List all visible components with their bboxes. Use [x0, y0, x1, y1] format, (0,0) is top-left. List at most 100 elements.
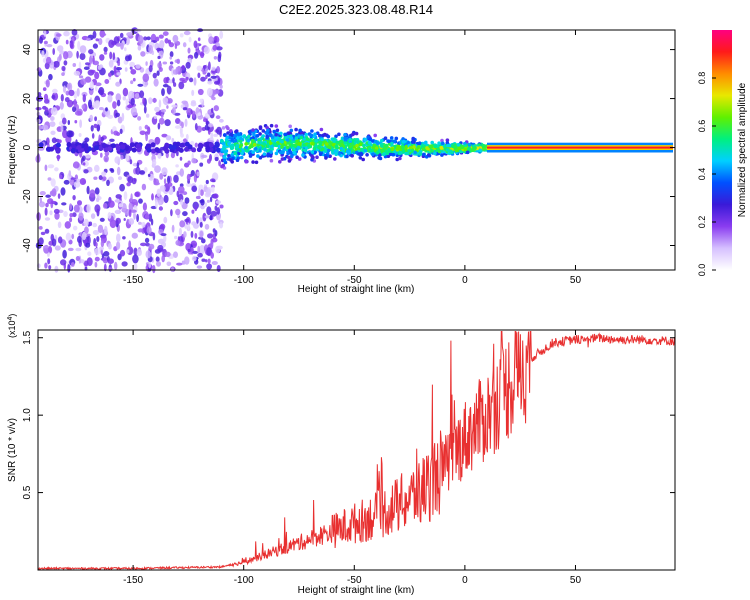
spectrogram-cell [81, 231, 87, 241]
spectrogram-cell [292, 143, 297, 148]
figure-title: C2E2.2025.323.08.48.R14 [279, 2, 433, 17]
spectrogram-cell [130, 97, 135, 106]
snr-y-tick-label: 1.0 [22, 408, 33, 422]
spectrogram-cell [116, 233, 121, 243]
spectrogram-cell [158, 34, 164, 39]
spectrogram-cell [200, 198, 205, 206]
spectrogram-cell [86, 37, 91, 42]
spectrogram-cell [266, 152, 271, 157]
spectrogram-cell [101, 143, 107, 149]
spectrogram-cell [205, 259, 208, 263]
spectrogram-cell [187, 47, 191, 54]
spectrogram-cell [42, 87, 47, 91]
spectrogram-cell [60, 94, 64, 102]
spectrogram-cell [190, 109, 193, 115]
spectrogram-cell [200, 205, 205, 210]
spectrogram-cell [206, 247, 213, 257]
spectrogram-cell [135, 166, 141, 175]
spectrogram-cell [350, 154, 355, 158]
spectrogram-cell [212, 228, 216, 233]
spectrogram-cell [116, 166, 121, 176]
spectrogram-cell [179, 168, 184, 177]
spectrogram-cell [196, 125, 202, 133]
spectrogram-cell [133, 263, 138, 270]
spectrogram-cell [103, 251, 110, 257]
spectrogram-cell [226, 126, 230, 131]
spectrogram-cell [38, 237, 44, 246]
spectrogram-cell [50, 116, 55, 121]
spectrogram-cell [73, 181, 81, 188]
spectrogram-cell [84, 154, 91, 159]
spectrogram-cell [124, 47, 127, 52]
spectrogram-cell [103, 51, 108, 55]
spectrogram-cell [227, 154, 231, 158]
spectrogram-cell [86, 185, 90, 195]
spectrogram-cell [193, 77, 197, 86]
spectrogram-cell [208, 61, 211, 71]
spectrogram-cell [220, 164, 224, 169]
spectrogram-cell [163, 194, 169, 204]
spectrogram-cell [119, 32, 124, 39]
spectrogram-cell [287, 131, 291, 135]
spectrogram-cell [72, 106, 77, 113]
spectrogram-cell [212, 44, 218, 51]
spectrogram-cell [143, 105, 147, 114]
spectrogram-cell [134, 93, 140, 99]
spectrogram-cell [156, 261, 161, 267]
spectrogram-cell [184, 141, 190, 147]
spectrogram-cell [334, 134, 338, 139]
spectrogram-cell [129, 142, 135, 148]
spectrogram-cell [404, 144, 409, 149]
spectrogram-cell [92, 43, 98, 49]
spectrogram-cell [363, 137, 368, 142]
spectrogram-cell [175, 208, 181, 216]
spectrogram-cell [130, 69, 137, 75]
spectrogram-cell [181, 121, 184, 129]
spectrogram-cell [44, 62, 50, 70]
spectrogram-cell [454, 148, 459, 153]
spectrogram-cell [174, 43, 178, 50]
spectrogram-cell [115, 209, 120, 214]
spectrogram-cell [144, 167, 148, 173]
spectrogram-cell [91, 133, 95, 139]
spectrogram-cell [135, 143, 141, 149]
spectrogram-cell [258, 132, 262, 136]
spectrogram-cell [180, 133, 184, 138]
spectrogram-cell [39, 191, 46, 196]
spectrogram-cell [98, 38, 103, 45]
spectrogram-cell [103, 46, 108, 53]
spectrogram-cell [88, 99, 92, 109]
spectrogram-cell [212, 89, 220, 95]
spectrogram-cell [79, 52, 86, 61]
spectrogram-cell [84, 76, 92, 83]
spectrogram-cell [38, 142, 44, 148]
spectrogram-cell [136, 162, 140, 169]
spectrogram-cell [335, 141, 339, 145]
spectrogram-cell [197, 37, 201, 42]
spectrogram-cell [197, 88, 204, 96]
spectrogram-cell [200, 76, 206, 82]
spectrogram-cell [287, 159, 292, 163]
spectrogram-cell [43, 93, 49, 101]
spectrogram-cell [183, 231, 187, 238]
spectrogram-cell [94, 256, 100, 262]
spectrogram-cell [211, 186, 215, 193]
spectrogram-cell [211, 261, 218, 265]
spectrogram-cell [215, 245, 221, 254]
spectrogram-cell [102, 176, 107, 182]
spectrogram-cell [171, 224, 175, 233]
spectrogram-cell [391, 152, 396, 157]
spectrogram-cell [51, 94, 56, 100]
spectrogram-cell [89, 80, 94, 90]
spectrogram-cell [112, 101, 117, 109]
spectrogram-cell [93, 176, 98, 180]
spectrogram-cell [146, 36, 151, 41]
spectrogram-cell [213, 80, 221, 85]
spectrogram-x-tick-label: 50 [570, 275, 582, 286]
spectrogram-cell [108, 72, 112, 77]
spectrogram-cell [251, 150, 255, 154]
spectrogram-cell [69, 203, 73, 211]
spectrogram-cell [47, 198, 54, 205]
spectrogram-cell [161, 254, 165, 263]
spectrogram-cell [456, 142, 461, 147]
